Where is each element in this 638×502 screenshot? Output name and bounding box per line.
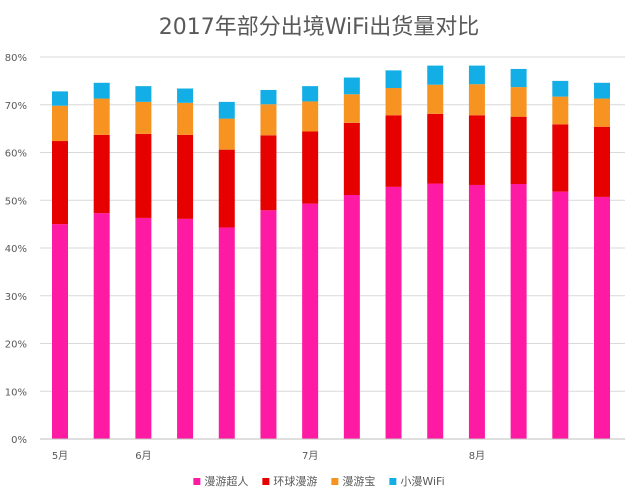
bar-segment-series-2 bbox=[385, 88, 402, 116]
bar-segment-series-2 bbox=[260, 104, 277, 136]
x-axis-ticks: 5月 6月 7月 8月 bbox=[52, 450, 485, 462]
legend: 漫游超人 环球漫游 漫游宝 小漫WiFi bbox=[193, 474, 445, 488]
bar-segment-series-3 bbox=[594, 82, 610, 99]
bar-segment-series-3 bbox=[135, 86, 152, 102]
legend-swatch bbox=[389, 478, 397, 485]
bar-segment-series-3 bbox=[177, 88, 194, 103]
legend-item: 环球漫游 bbox=[262, 474, 317, 488]
bar-segment-series-2 bbox=[177, 102, 194, 135]
bar-segment-series-2 bbox=[93, 98, 110, 135]
bar-segment-series-0 bbox=[93, 213, 110, 439]
y-tick-label: 0% bbox=[11, 435, 27, 446]
legend-item: 漫游超人 bbox=[193, 474, 248, 488]
y-tick-label: 30% bbox=[5, 292, 27, 303]
bar-segment-series-1 bbox=[218, 149, 235, 228]
bar-segment-series-1 bbox=[427, 113, 444, 184]
bar-segment-series-2 bbox=[218, 118, 235, 150]
bar-segment-series-0 bbox=[218, 227, 235, 439]
bar-segment-series-3 bbox=[510, 68, 527, 88]
bar-segment-series-1 bbox=[468, 115, 485, 185]
legend-label: 环球漫游 bbox=[273, 474, 317, 488]
legend-label: 小漫WiFi bbox=[400, 474, 444, 488]
legend-swatch bbox=[331, 478, 339, 485]
bar-segment-series-2 bbox=[302, 101, 319, 132]
bar-segment-series-2 bbox=[52, 105, 68, 142]
bar-segment-series-2 bbox=[552, 96, 569, 125]
bar-segment-series-0 bbox=[177, 218, 194, 439]
bar-segment-series-3 bbox=[385, 70, 402, 89]
y-tick-label: 20% bbox=[5, 340, 27, 351]
bar-segment-series-3 bbox=[218, 101, 235, 119]
bar-segment-series-1 bbox=[177, 134, 194, 219]
bar-segment-series-2 bbox=[468, 84, 485, 116]
bar-segment-series-3 bbox=[260, 89, 277, 105]
bar-segment-series-1 bbox=[552, 124, 569, 192]
y-tick-label: 50% bbox=[5, 196, 27, 207]
x-tick-label: 7月 bbox=[302, 450, 318, 462]
bar-segment-series-3 bbox=[468, 65, 485, 85]
bar-segment-series-2 bbox=[135, 101, 152, 134]
bar-segment-series-1 bbox=[302, 131, 319, 204]
bar-segment-series-2 bbox=[510, 87, 527, 117]
bar-segment-series-0 bbox=[260, 210, 277, 439]
bar-segment-series-0 bbox=[552, 191, 569, 439]
legend-swatch bbox=[262, 478, 270, 485]
bar-segment-series-0 bbox=[135, 217, 152, 439]
bar-segment-series-2 bbox=[427, 84, 444, 114]
bar-segment-series-3 bbox=[343, 77, 360, 95]
x-tick-label: 8月 bbox=[469, 450, 485, 462]
bar-segment-series-2 bbox=[343, 94, 360, 123]
bar-segment-series-1 bbox=[260, 135, 277, 211]
bar-segment-series-0 bbox=[427, 183, 444, 439]
bar-segment-series-1 bbox=[93, 134, 110, 214]
bar-segment-series-1 bbox=[594, 126, 610, 197]
bar-segment-series-1 bbox=[52, 141, 68, 225]
bar-segment-series-0 bbox=[594, 196, 610, 439]
bar-segment-series-1 bbox=[343, 122, 360, 195]
gridlines bbox=[40, 56, 625, 392]
y-tick-label: 80% bbox=[5, 53, 27, 64]
bar-segment-series-3 bbox=[52, 91, 68, 106]
bar-segment-series-0 bbox=[385, 186, 402, 439]
legend-label: 漫游宝 bbox=[342, 474, 375, 488]
bar-segment-series-1 bbox=[510, 116, 527, 185]
y-tick-label: 60% bbox=[5, 149, 27, 160]
bar-segment-series-3 bbox=[93, 82, 110, 99]
legend-label: 漫游超人 bbox=[204, 474, 248, 488]
y-tick-label: 40% bbox=[5, 244, 27, 255]
legend-item: 漫游宝 bbox=[331, 474, 375, 488]
bar-segment-series-0 bbox=[468, 184, 485, 439]
y-axis-ticks: 0% 10% 20% 30% 40% 50% 60% 70% 80% bbox=[5, 53, 27, 446]
bar-segment-series-1 bbox=[135, 133, 152, 218]
bar-segment-series-0 bbox=[510, 184, 527, 439]
chart-title: 2017年部分出境WiFi出货量对比 bbox=[159, 15, 480, 40]
y-tick-label: 10% bbox=[5, 387, 27, 398]
x-tick-label: 6月 bbox=[135, 450, 151, 462]
legend-item: 小漫WiFi bbox=[389, 474, 445, 488]
legend-swatch bbox=[193, 478, 201, 485]
bar-segment-series-2 bbox=[594, 98, 610, 127]
bar-segment-series-3 bbox=[552, 80, 569, 97]
y-tick-label: 70% bbox=[5, 101, 27, 112]
bars bbox=[52, 65, 610, 439]
bar-segment-series-0 bbox=[52, 224, 68, 439]
bar-segment-series-3 bbox=[427, 65, 444, 85]
x-tick-label: 5月 bbox=[52, 450, 68, 462]
bar-segment-series-3 bbox=[302, 86, 319, 102]
bar-segment-series-0 bbox=[302, 203, 319, 439]
bar-segment-series-0 bbox=[343, 194, 360, 439]
bar-segment-series-1 bbox=[385, 115, 402, 187]
